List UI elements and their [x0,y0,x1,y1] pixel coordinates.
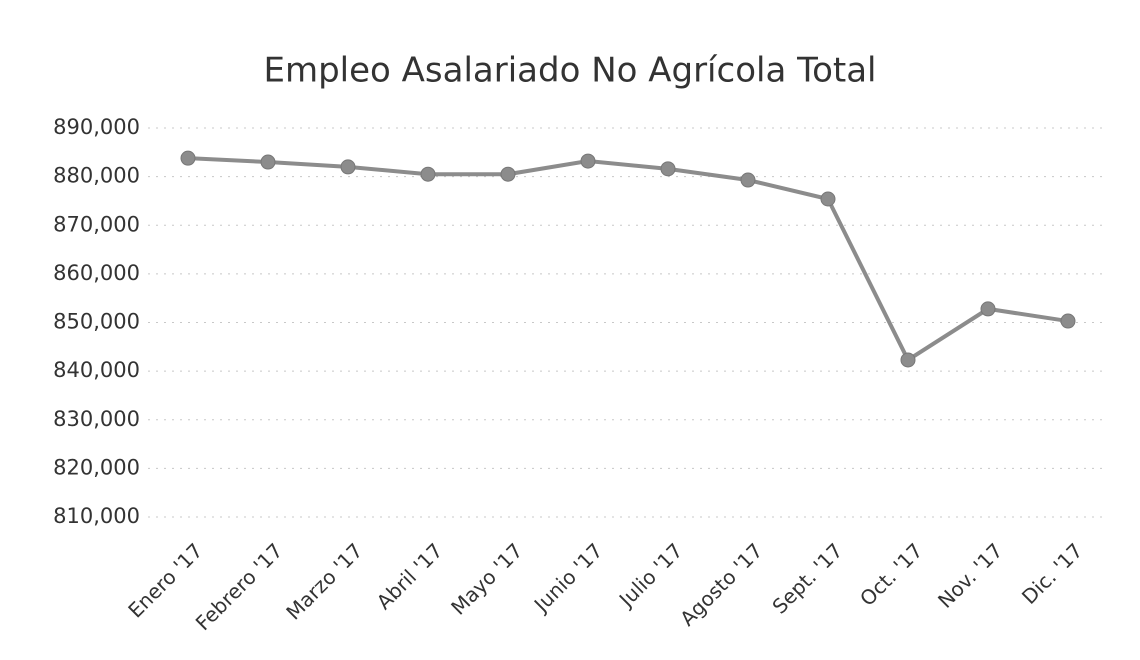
x-tick-label: Marzo '17 [281,538,367,624]
x-tick-label: Febrero '17 [191,538,288,635]
x-tick-label: Agosto '17 [675,538,767,630]
marker [180,150,196,166]
x-tick-label: Oct. '17 [855,538,927,610]
marker [980,301,996,317]
y-tick-label: 880,000 [53,164,140,188]
y-tick-label: 820,000 [53,455,140,479]
marker [580,153,596,169]
x-tick-label: Abril '17 [372,538,448,614]
marker [820,191,836,207]
x-tick-label: Mayo '17 [446,538,527,619]
x-tick-label: Sept. '17 [767,538,847,618]
y-tick-label: 860,000 [53,261,140,285]
marker [740,172,756,188]
x-tick-label: Nov. '17 [933,538,1007,612]
y-tick-label: 870,000 [53,212,140,236]
marker [900,352,916,368]
x-tick-label: Junio '17 [528,538,607,617]
marker [500,166,516,182]
y-tick-label: 840,000 [53,358,140,382]
y-tick-label: 810,000 [53,504,140,528]
x-tick-label: Julio '17 [613,538,687,612]
marker [340,159,356,175]
marker [660,161,676,177]
chart-title: Empleo Asalariado No Agrícola Total [264,51,877,91]
x-tick-label: Enero '17 [123,538,207,622]
x-tick-label: Dic. '17 [1017,538,1087,608]
marker [260,154,276,170]
marker [1060,313,1076,329]
line [187,156,1069,363]
y-tick-label: 850,000 [53,310,140,334]
y-tick-label: 830,000 [53,407,140,431]
y-tick-label: 890,000 [53,115,140,139]
marker [420,166,436,182]
